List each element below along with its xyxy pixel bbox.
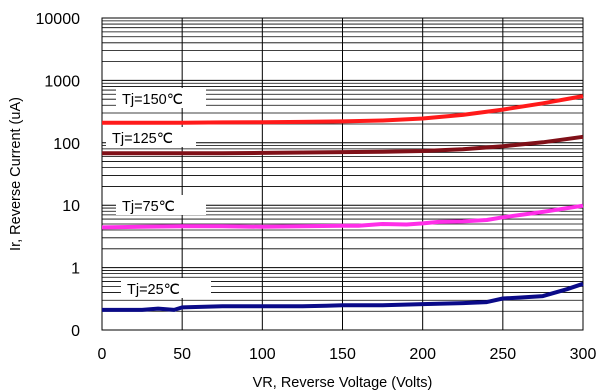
series-label-box <box>116 88 206 108</box>
x-tick-label: 300 <box>570 346 597 363</box>
series-line <box>102 94 584 125</box>
series-label: Tj=25℃ <box>127 282 180 298</box>
y-tick-label: 1 <box>71 261 80 278</box>
y-tick-label: 100 <box>53 136 80 153</box>
series-label-layer: Tj=150℃ Tj=125℃ Tj=75℃ Tj=25℃ <box>106 88 211 298</box>
series-layer <box>101 94 584 312</box>
x-tick-label: 150 <box>329 346 356 363</box>
x-axis-title: VR, Reverse Voltage (Volts) <box>253 375 433 391</box>
y-tick-label: 0 <box>71 323 80 340</box>
y-tick-label: 10 <box>62 198 80 215</box>
y-tick-label: 10000 <box>36 11 81 28</box>
y-tick-label: 1000 <box>44 73 80 90</box>
series-line <box>101 203 584 230</box>
x-tick-label: 100 <box>249 346 276 363</box>
x-tick-label: 200 <box>409 346 436 363</box>
series-line <box>102 134 584 156</box>
x-tick-label: 50 <box>173 346 191 363</box>
x-tick-label: 250 <box>489 346 516 363</box>
series-label-box <box>121 278 211 298</box>
series-label-box <box>116 195 206 215</box>
series-label: Tj=75℃ <box>122 199 175 215</box>
plot-frame <box>101 17 584 331</box>
series-label: Tj=125℃ <box>112 131 173 147</box>
x-tick-label: 0 <box>98 346 107 363</box>
series-label: Tj=150℃ <box>122 92 183 108</box>
series-label-box <box>106 127 196 147</box>
x-tick-labels: 0 50 100 150 200 250 300 <box>98 346 597 363</box>
y-tick-labels: 0 1 10 100 1000 10000 <box>36 11 81 340</box>
series-line <box>102 281 584 312</box>
y-axis-title: Ir, Reverse Current (uA) <box>8 97 24 251</box>
